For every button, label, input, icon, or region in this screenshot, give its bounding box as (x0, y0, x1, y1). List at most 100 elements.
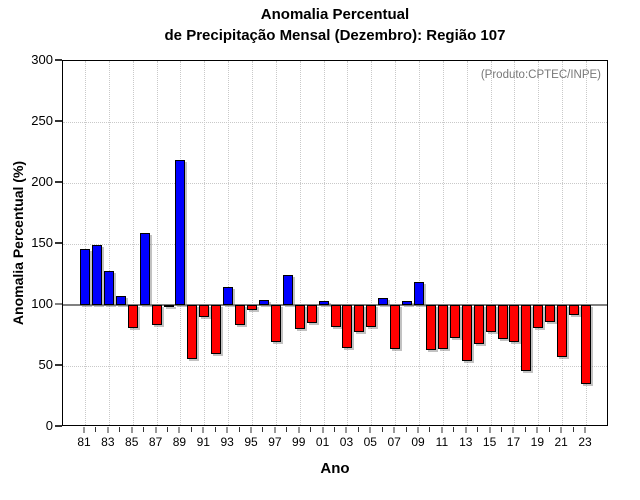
y-tick-0 (55, 425, 62, 427)
gridline-x-17 (514, 61, 516, 425)
y-tick-150 (55, 242, 62, 244)
gridline-x-21 (562, 61, 564, 425)
x-tick-01 (321, 427, 324, 433)
bar-07 (390, 305, 401, 349)
x-tick-label-97: 97 (268, 435, 282, 449)
bar-85 (127, 305, 138, 329)
x-tick-label-81: 81 (77, 435, 91, 449)
gridline-x-85 (132, 61, 134, 425)
y-tick-label-300: 300 (31, 52, 53, 67)
gridline-x-15 (490, 61, 492, 425)
y-tick-label-150: 150 (31, 235, 53, 250)
gridline-x-11 (442, 61, 444, 425)
x-tick-20 (548, 427, 550, 432)
bar-05 (366, 305, 377, 327)
x-tick-15 (488, 427, 491, 433)
gridline-x-19 (538, 61, 540, 425)
x-tick-13 (464, 427, 467, 433)
x-tick-label-83: 83 (101, 435, 115, 449)
bar-02 (330, 305, 341, 327)
x-tick-label-93: 93 (220, 435, 234, 449)
gridline-x-13 (466, 61, 468, 425)
gridline-x-95 (252, 61, 254, 425)
bar-87 (151, 305, 162, 325)
gridline-x-07 (395, 61, 397, 425)
gridline-x-03 (347, 61, 349, 425)
bar-08 (402, 301, 413, 305)
bar-81 (80, 248, 90, 305)
bar-18 (521, 305, 532, 371)
gridline-x-91 (204, 61, 206, 425)
x-tick-11 (440, 427, 443, 433)
x-tick-84 (119, 427, 121, 432)
x-tick-16 (501, 427, 503, 432)
gridline-x-93 (228, 61, 230, 425)
x-tick-10 (429, 427, 431, 432)
x-tick-96 (262, 427, 264, 432)
bar-16 (497, 305, 508, 340)
gridline-y-50 (63, 366, 607, 367)
bar-23 (581, 305, 592, 385)
y-tick-250 (55, 120, 62, 122)
bar-99 (294, 305, 305, 330)
x-tick-label-03: 03 (339, 435, 354, 449)
bar-97 (270, 305, 281, 342)
y-tick-label-250: 250 (31, 113, 53, 128)
bar-00 (306, 305, 317, 324)
x-tick-94 (238, 427, 240, 432)
bar-21 (557, 305, 568, 358)
bar-17 (509, 305, 520, 342)
x-tick-21 (560, 427, 563, 433)
x-tick-label-17: 17 (506, 435, 521, 449)
y-tick-label-100: 100 (31, 296, 53, 311)
gridline-x-81 (85, 61, 86, 425)
bar-82 (91, 245, 102, 305)
y-tick-100 (55, 303, 62, 305)
x-tick-12 (453, 427, 455, 432)
bar-20 (545, 305, 556, 323)
y-tick-label-200: 200 (31, 174, 53, 189)
gridline-y-250 (63, 122, 607, 123)
y-tick-50 (55, 364, 62, 366)
x-tick-label-07: 07 (387, 435, 401, 449)
bar-13 (461, 305, 472, 362)
x-tick-19 (536, 427, 539, 433)
x-tick-label-95: 95 (244, 435, 258, 449)
bar-12 (449, 305, 460, 338)
y-tick-300 (55, 59, 62, 61)
x-tick-90 (190, 427, 192, 432)
bar-90 (187, 305, 198, 359)
x-tick-label-23: 23 (578, 435, 592, 449)
x-tick-07 (393, 427, 396, 433)
bar-01 (318, 301, 329, 305)
x-tick-02 (334, 427, 336, 432)
x-tick-18 (524, 427, 526, 432)
x-tick-09 (417, 427, 420, 433)
gridline-x-01 (323, 61, 325, 425)
gridline-x-23 (586, 61, 588, 425)
bar-03 (342, 305, 353, 348)
chart-title-line1: Anomalia Percentual (260, 6, 410, 23)
x-tick-87 (154, 427, 157, 433)
bar-11 (437, 305, 448, 349)
bar-84 (115, 296, 126, 305)
x-tick-label-19: 19 (530, 435, 544, 449)
x-tick-85 (130, 427, 133, 433)
gridline-y-200 (63, 183, 607, 184)
product-annotation: (Produto:CPTEC/INPE) (480, 69, 601, 81)
x-tick-81 (83, 427, 85, 433)
bar-15 (485, 305, 496, 332)
bar-92 (211, 305, 222, 354)
gridline-x-99 (299, 61, 301, 425)
x-tick-99 (297, 427, 300, 433)
bar-09 (414, 281, 425, 305)
bar-93 (223, 286, 234, 305)
x-tick-label-85: 85 (125, 435, 139, 449)
x-tick-label-15: 15 (482, 435, 497, 449)
gridline-x-05 (371, 61, 373, 425)
bar-19 (533, 305, 544, 329)
x-tick-83 (106, 427, 109, 433)
bar-95 (247, 305, 258, 310)
x-tick-00 (310, 427, 312, 432)
x-tick-22 (572, 427, 574, 432)
